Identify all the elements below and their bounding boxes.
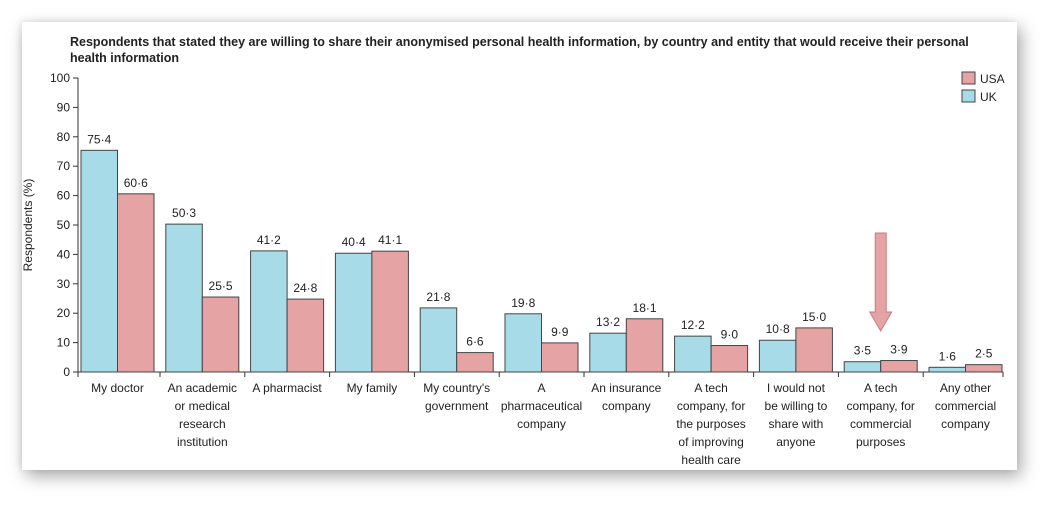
bar-usa[interactable]	[965, 364, 1003, 373]
x-category-label: A tech	[694, 381, 727, 395]
legend-swatch-uk	[961, 89, 976, 103]
bar-usa[interactable]	[541, 342, 579, 373]
legend-label-usa: USA	[980, 72, 1005, 86]
x-category-label: share with	[769, 417, 824, 431]
data-label-usa: 3·9	[890, 343, 908, 357]
y-tick-label: 100	[50, 71, 70, 85]
bar-uk[interactable]	[504, 313, 542, 373]
bar-uk[interactable]	[419, 307, 458, 373]
data-label-usa: 18·1	[633, 301, 657, 315]
data-label-usa: 9·9	[551, 325, 569, 339]
data-label-usa: 2·5	[975, 347, 993, 361]
data-label-uk: 41·2	[257, 233, 281, 247]
x-category-label: company	[602, 399, 651, 413]
x-category-label: health care	[681, 453, 741, 467]
data-label-uk: 50·3	[172, 206, 196, 220]
bar-uk[interactable]	[334, 252, 373, 373]
data-label-usa: 41·1	[378, 233, 402, 247]
y-tick-label: 0	[63, 365, 70, 379]
y-tick-label: 90	[57, 100, 71, 114]
x-category-label: government	[425, 399, 489, 413]
y-tick-label: 70	[57, 159, 71, 173]
legend-label-uk: UK	[980, 90, 997, 104]
bar-uk[interactable]	[674, 335, 712, 373]
y-tick-label: 60	[57, 189, 71, 203]
x-category-label: My doctor	[91, 381, 144, 395]
data-label-usa: 25·5	[209, 279, 233, 293]
bar-usa[interactable]	[710, 345, 749, 373]
x-category-label: An insurance	[591, 381, 661, 395]
data-label-uk: 75·4	[87, 132, 111, 146]
x-category-label: My country's	[423, 381, 490, 395]
bar-usa[interactable]	[795, 327, 833, 373]
chart-title-line: health information	[70, 51, 179, 65]
y-tick-label: 10	[57, 336, 71, 350]
y-tick-label: 50	[57, 218, 71, 232]
x-category-label: company, for	[677, 399, 745, 413]
x-category-label: My family	[347, 381, 398, 395]
data-label-uk: 21·8	[426, 290, 450, 304]
chart-title-line: Respondents that stated they are willing…	[70, 35, 969, 49]
x-category-label: institution	[177, 435, 228, 449]
bar-usa[interactable]	[625, 318, 664, 373]
data-label-uk: 1·6	[939, 349, 957, 363]
bar-uk[interactable]	[758, 339, 797, 373]
data-label-uk: 10·8	[766, 322, 790, 336]
data-label-usa: 24·8	[293, 281, 317, 295]
bar-uk[interactable]	[928, 366, 966, 373]
data-label-usa: 6·6	[466, 335, 484, 349]
x-category-label: I would not	[767, 381, 826, 395]
y-axis-title: Respondents (%)	[22, 179, 35, 272]
data-label-uk: 3·5	[854, 344, 872, 358]
data-label-usa: 9·0	[721, 328, 739, 342]
x-category-label: A	[537, 381, 545, 395]
x-category-label: pharmaceutical	[501, 399, 582, 413]
x-category-label: commercial	[850, 417, 911, 431]
data-label-usa: 60·6	[124, 176, 148, 190]
data-label-uk: 12·2	[681, 318, 705, 332]
x-category-label: purposes	[856, 435, 905, 449]
x-category-label: be willing to	[765, 399, 828, 413]
x-category-label: An academic	[168, 381, 237, 395]
x-category-label: research	[179, 417, 226, 431]
x-category-label: company	[517, 417, 566, 431]
bar-uk[interactable]	[165, 223, 203, 373]
y-tick-label: 20	[57, 306, 71, 320]
x-category-label: company, for	[846, 399, 914, 413]
x-category-label: or medical	[175, 399, 230, 413]
y-tick-label: 40	[57, 247, 71, 261]
chart-card: Respondents that stated they are willing…	[22, 22, 1017, 470]
bar-usa[interactable]	[117, 193, 155, 373]
legend-swatch-usa	[961, 71, 976, 85]
data-label-uk: 13·2	[596, 315, 620, 329]
data-label-uk: 19·8	[511, 296, 535, 310]
bar-chart: Respondents that stated they are willing…	[22, 35, 1005, 467]
y-tick-label: 80	[57, 130, 71, 144]
bar-usa[interactable]	[456, 352, 494, 373]
bar-uk[interactable]	[589, 332, 627, 373]
bar-uk[interactable]	[843, 361, 882, 373]
x-category-label: of improving	[678, 435, 743, 449]
x-category-label: A tech	[864, 381, 897, 395]
bar-uk[interactable]	[250, 250, 288, 373]
data-label-usa: 15·0	[802, 310, 826, 324]
bar-usa[interactable]	[201, 296, 240, 373]
y-tick-label: 30	[57, 277, 71, 291]
bar-usa[interactable]	[880, 360, 918, 373]
data-label-uk: 40·4	[342, 235, 366, 249]
x-category-label: commercial	[935, 399, 996, 413]
x-category-label: Any other	[940, 381, 991, 395]
bar-usa[interactable]	[286, 298, 325, 373]
x-category-label: anyone	[776, 435, 816, 449]
x-category-label: A pharmacist	[252, 381, 322, 395]
x-category-label: company	[941, 417, 990, 431]
down-arrow-annotation	[868, 232, 893, 332]
bar-uk[interactable]	[80, 149, 118, 373]
bar-usa[interactable]	[371, 250, 409, 373]
x-category-label: the purposes	[676, 417, 745, 431]
